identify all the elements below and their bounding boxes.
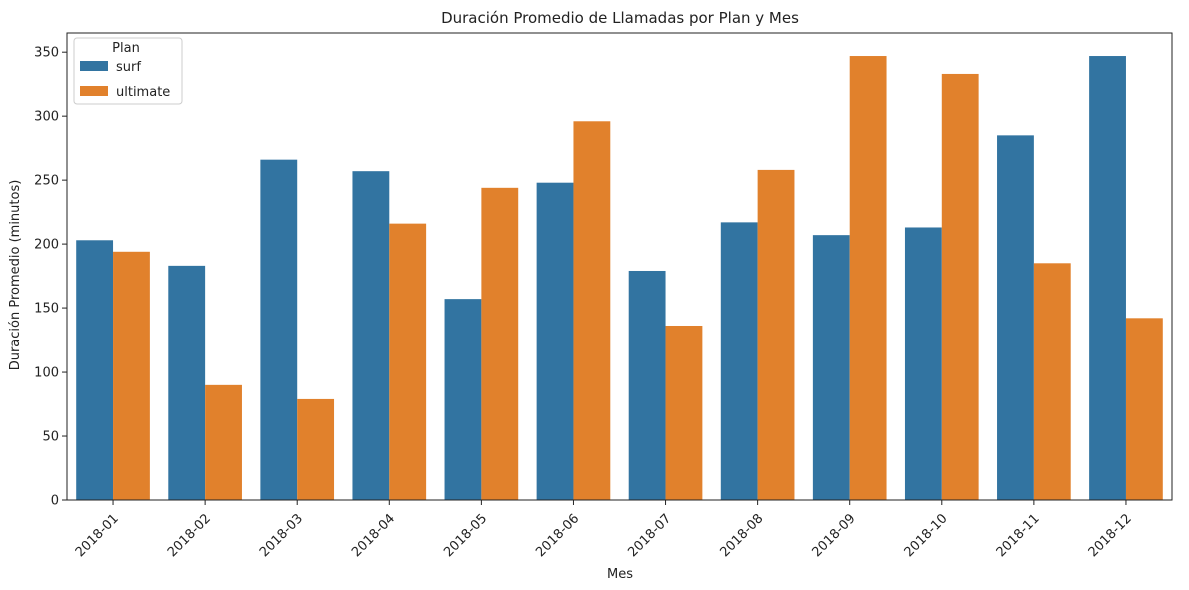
bar-ultimate-2018-02 <box>205 384 242 500</box>
x-tick-label: 2018-11 <box>994 511 1043 560</box>
bar-ultimate-2018-06 <box>573 121 611 500</box>
bar-surf-2018-05 <box>444 299 482 500</box>
bar-surf-2018-01 <box>76 240 114 500</box>
bar-ultimate-2018-04 <box>389 223 427 500</box>
bar-ultimate-2018-12 <box>1125 318 1163 500</box>
y-tick-label: 0 <box>51 494 59 509</box>
bar-surf-2018-10 <box>904 227 942 500</box>
bar-ultimate-2018-05 <box>481 187 519 500</box>
bar-surf-2018-11 <box>997 135 1034 500</box>
legend-label-ultimate: ultimate <box>116 85 170 100</box>
bar-surf-2018-07 <box>628 270 666 500</box>
y-tick-label: 350 <box>34 46 59 61</box>
bar-ultimate-2018-09 <box>849 56 887 500</box>
x-tick-label: 2018-02 <box>165 511 214 560</box>
legend-swatch-ultimate <box>80 86 108 96</box>
bar-surf-2018-02 <box>168 265 206 500</box>
bar-surf-2018-04 <box>352 171 390 500</box>
x-tick-label: 2018-03 <box>257 511 306 560</box>
bar-surf-2018-08 <box>720 222 758 501</box>
bar-ultimate-2018-11 <box>1033 263 1071 500</box>
x-tick-label: 2018-07 <box>625 511 674 560</box>
bar-ultimate-2018-03 <box>297 398 335 500</box>
y-tick-label: 150 <box>34 302 59 317</box>
bar-surf-2018-12 <box>1089 56 1126 500</box>
y-tick-label: 200 <box>34 238 59 253</box>
y-axis-label: Duración Promedio (minutos) <box>8 180 23 371</box>
y-tick-label: 50 <box>42 430 59 445</box>
legend: Plan surf ultimate <box>73 37 183 105</box>
x-tick-label: 2018-10 <box>902 511 951 560</box>
x-tick-label: 2018-08 <box>717 511 766 560</box>
x-tick-label: 2018-04 <box>349 511 398 560</box>
bar-ultimate-2018-10 <box>941 73 979 500</box>
x-axis-label: Mes <box>607 567 633 582</box>
legend-label-surf: surf <box>116 60 141 75</box>
y-tick-label: 250 <box>34 174 59 189</box>
bar-surf-2018-09 <box>812 235 850 500</box>
x-tick-label: 2018-06 <box>533 511 582 560</box>
y-tick-label: 100 <box>34 366 59 381</box>
plot-frame <box>66 32 1173 501</box>
x-tick-label: 2018-05 <box>441 511 490 560</box>
legend-swatch-surf <box>80 61 108 71</box>
x-tick-label: 2018-01 <box>73 511 122 560</box>
bar-ultimate-2018-07 <box>665 325 703 500</box>
bar-ultimate-2018-01 <box>113 251 150 500</box>
bar-surf-2018-06 <box>536 182 574 500</box>
chart-title: Duración Promedio de Llamadas por Plan y… <box>441 9 799 27</box>
bar-ultimate-2018-08 <box>757 169 795 500</box>
bars-group <box>76 56 1163 501</box>
x-tick-label: 2018-12 <box>1086 511 1135 560</box>
x-tick-label: 2018-09 <box>810 511 859 560</box>
y-tick-label: 300 <box>34 110 59 125</box>
bar-surf-2018-03 <box>260 159 298 500</box>
legend-title: Plan <box>112 41 140 56</box>
